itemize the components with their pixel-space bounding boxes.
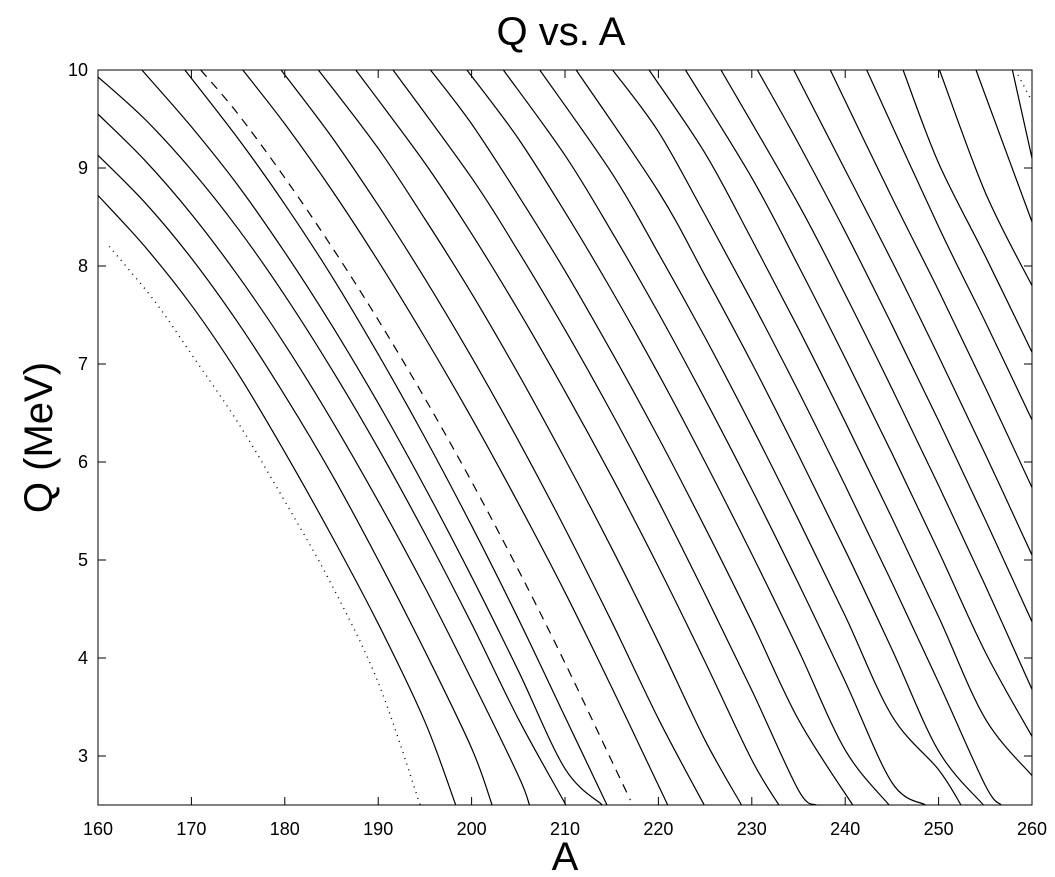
series-curve-10 — [280, 70, 705, 805]
x-tick-label: 170 — [176, 819, 206, 839]
series-curve-28 — [938, 70, 1032, 286]
series-curve-7 — [184, 70, 608, 805]
series-curve-8 — [200, 70, 631, 801]
series-curve-13 — [392, 70, 817, 805]
series-curve-26 — [866, 70, 1032, 421]
x-tick-label: 180 — [270, 819, 300, 839]
y-tick-label: 5 — [78, 550, 88, 570]
x-tick-label: 210 — [550, 819, 580, 839]
series-curve-24 — [793, 70, 1032, 556]
series-curve-25 — [829, 70, 1032, 488]
series-curve-4 — [98, 113, 531, 805]
series-curve-12 — [355, 70, 780, 805]
series-curve-22 — [720, 70, 1032, 690]
y-axis-title: Q (MeV) — [17, 362, 61, 513]
series-curve-17 — [539, 70, 962, 805]
series-curve-9 — [242, 70, 669, 805]
series-curve-30 — [1011, 70, 1032, 159]
series-curve-14 — [430, 70, 854, 805]
x-axis-title: A — [552, 835, 579, 877]
plot-frame — [97, 69, 1033, 806]
series-curve-2 — [98, 194, 457, 805]
series-curve-27 — [902, 70, 1032, 353]
series-curve-5 — [98, 76, 567, 805]
series-curve-31 — [1017, 74, 1032, 102]
x-tick-label: 190 — [363, 819, 393, 839]
ticks-layer: 160 170 180 190 200 210 220 230 240 250 260 3 4 5 6 7 8 9… — [68, 60, 1047, 839]
series-curve-21 — [684, 70, 1032, 737]
y-tick-label: 3 — [78, 746, 88, 766]
y-tick-label: 7 — [78, 354, 88, 374]
x-tick-label: 220 — [643, 819, 673, 839]
x-tick-label: 230 — [737, 819, 767, 839]
chart-title: Q vs. A — [497, 10, 626, 54]
series-curve-11 — [317, 70, 743, 805]
x-tick-label: 250 — [924, 819, 954, 839]
y-tick-label: 9 — [78, 158, 88, 178]
series-curve-20 — [648, 70, 1032, 776]
series-curve-16 — [502, 70, 926, 805]
x-tick-label: 160 — [83, 819, 113, 839]
series-curve-6 — [141, 70, 603, 805]
series-curve-29 — [975, 70, 1032, 223]
curves-layer — [98, 70, 1032, 805]
y-tick-label: 6 — [78, 452, 88, 472]
y-tick-label: 8 — [78, 256, 88, 276]
series-curve-3 — [98, 154, 493, 805]
x-tick-label: 200 — [457, 819, 487, 839]
y-tick-label: 10 — [68, 60, 88, 80]
x-tick-label: 260 — [1017, 819, 1047, 839]
series-curve-19 — [612, 70, 1002, 805]
series-curve-23 — [756, 70, 1032, 622]
series-curve-18 — [575, 70, 984, 805]
x-tick-label: 240 — [830, 819, 860, 839]
series-curve-1 — [108, 245, 421, 805]
series-curve-15 — [466, 70, 890, 805]
y-tick-label: 4 — [78, 648, 88, 668]
